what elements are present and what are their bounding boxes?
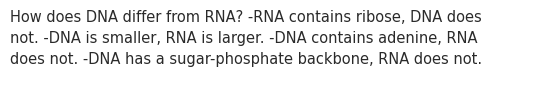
Text: How does DNA differ from RNA? -RNA contains ribose, DNA does
not. -DNA is smalle: How does DNA differ from RNA? -RNA conta… [10, 10, 482, 67]
